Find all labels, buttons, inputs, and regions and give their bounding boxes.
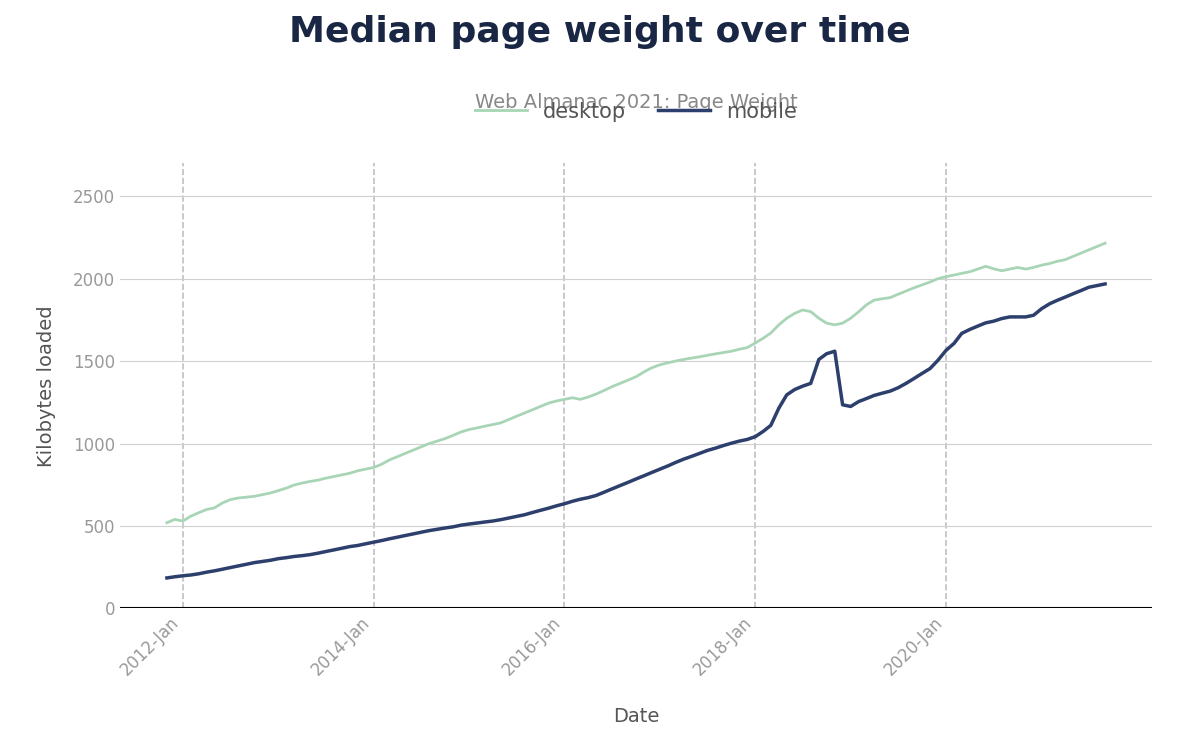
X-axis label: Date: Date bbox=[613, 706, 659, 726]
Title: Web Almanac 2021: Page Weight: Web Almanac 2021: Page Weight bbox=[475, 93, 797, 112]
Line: desktop: desktop bbox=[167, 243, 1105, 522]
Legend: desktop, mobile: desktop, mobile bbox=[467, 93, 805, 131]
Text: Median page weight over time: Median page weight over time bbox=[289, 15, 911, 49]
Y-axis label: Kilobytes loaded: Kilobytes loaded bbox=[37, 305, 56, 467]
Line: mobile: mobile bbox=[167, 284, 1105, 578]
